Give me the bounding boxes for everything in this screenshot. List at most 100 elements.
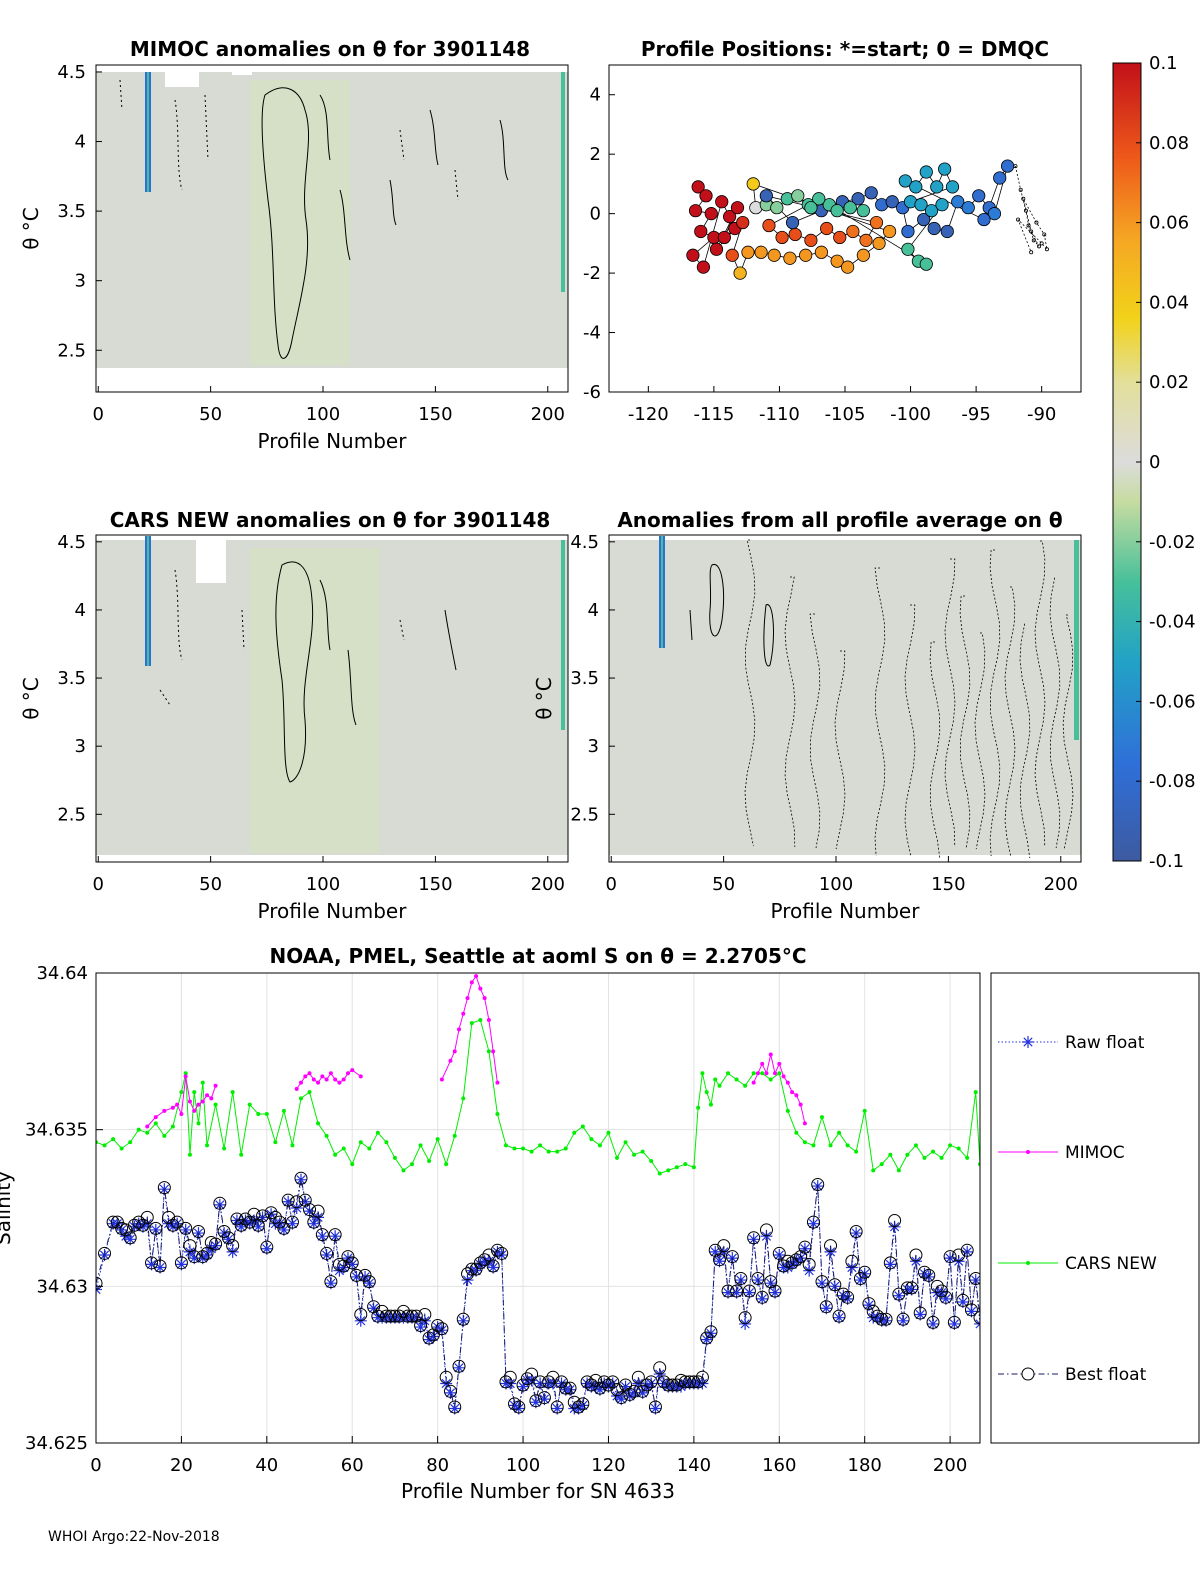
best-float-point [858, 1265, 872, 1279]
cars-new-point [427, 1159, 432, 1163]
profile-position-point [830, 204, 844, 218]
mimoc-contour [319, 94, 509, 261]
colorbar: 0.1 0.08 0.06 0.04 0.02 0 -0.02 -0.04 -0.06 -0.08… [1112, 53, 1196, 872]
cars-title: CARS NEW anomalies on θ for 3901148 [110, 508, 551, 532]
cars-new-point [696, 1105, 701, 1110]
y-tick-label: -2 [583, 263, 601, 284]
x-tick-label: 200 [531, 404, 565, 425]
raw-float-point [743, 1286, 756, 1299]
best-float-point [559, 1381, 573, 1395]
salinity-xlabel: Profile Number for SN 4633 [401, 1479, 675, 1503]
cars-new-point [503, 1143, 508, 1148]
cars-new-point [145, 1130, 150, 1135]
raw-float-point [517, 1380, 530, 1393]
best-float-point [187, 1250, 201, 1264]
dmqc-point [1031, 238, 1036, 243]
x-tick-label: 60 [341, 1455, 364, 1476]
profile-position-point [783, 251, 797, 265]
cars-new-point [367, 1146, 372, 1151]
raw-float-point [171, 1217, 184, 1230]
best-float-point [213, 1196, 227, 1210]
best-float-point [256, 1209, 270, 1223]
profile-position-point [715, 195, 729, 209]
cars-new-point [734, 1077, 739, 1082]
raw-float-point [529, 1396, 542, 1409]
best-float-point [396, 1304, 410, 1318]
raw-float-point [628, 1386, 641, 1399]
mimoc-point [474, 974, 479, 979]
cars-new-point [657, 1171, 662, 1176]
cars-new-point [649, 1159, 654, 1163]
mimoc-point [345, 1071, 350, 1076]
legend-label-raw-float: Raw float [1065, 1033, 1145, 1053]
raw-float-point [794, 1252, 807, 1265]
cars-new-point [469, 1021, 474, 1026]
profile-position-point [843, 201, 857, 215]
profile-position-point [820, 221, 834, 236]
best-float-point [597, 1375, 611, 1389]
best-float-point [755, 1290, 769, 1304]
raw-float-point [918, 1267, 931, 1280]
cars-new-point [247, 1102, 252, 1107]
raw-float-point [470, 1264, 483, 1277]
dmqc-point [1034, 220, 1039, 225]
allavg-title: Anomalies from all profile average on θ [617, 508, 1062, 532]
cars-new-point [128, 1140, 133, 1145]
cars-new-point [341, 1146, 346, 1151]
profile-position-point [917, 212, 931, 227]
raw-float-point [307, 1217, 320, 1230]
profile-position-point [804, 201, 818, 215]
y-tick-label: 3.5 [570, 668, 599, 689]
best-float-point [456, 1312, 470, 1326]
best-float-point [606, 1375, 620, 1389]
best-float-point [905, 1281, 919, 1295]
y-tick-label: 2.5 [570, 804, 599, 825]
legend-mimoc-marker [1026, 1150, 1030, 1154]
cars-new-point [871, 1168, 876, 1173]
raw-float-point [427, 1330, 440, 1343]
best-float-point [866, 1304, 880, 1318]
best-float-point [537, 1391, 551, 1405]
cars-new-point [192, 1090, 197, 1095]
colorbar-tick-label: 0.08 [1149, 133, 1189, 154]
cars-new-point [845, 1143, 850, 1148]
best-float-point [405, 1309, 419, 1323]
panel-salinity: NOAA, PMEL, Seattle at aoml S on θ = 2.2… [0, 944, 1200, 1503]
best-float-point [414, 1319, 428, 1332]
best-float-point [354, 1308, 368, 1322]
mimoc-gap [232, 65, 252, 75]
cars-new-point [700, 1071, 705, 1076]
y-tick-label: 4.5 [57, 62, 86, 83]
legend-raw-marker [1022, 1036, 1034, 1048]
cars-new-point [691, 1165, 696, 1170]
raw-float-point [709, 1245, 722, 1258]
y-axis-label: θ °C [19, 677, 43, 720]
best-float-point [145, 1256, 159, 1270]
cars-new-point [187, 1152, 192, 1157]
allavg-axes: 0 50 100 150 200 2.5 3 3.5 4 4.5 Profile Number θ °… [532, 532, 1078, 923]
mimoc-point [802, 1121, 807, 1126]
best-float-point [285, 1215, 299, 1229]
cars-new-point [307, 1090, 312, 1095]
x-axis-label: Profile Number [771, 899, 921, 923]
best-float-point [785, 1256, 799, 1270]
y-tick-label: 34.64 [36, 963, 88, 984]
raw-float-point [897, 1314, 910, 1327]
cars-new-point [102, 1143, 107, 1148]
mimoc-point [350, 1068, 355, 1073]
cars-new-point [392, 1155, 397, 1160]
cars-anomaly-stripe [561, 540, 565, 730]
cars-new-point [811, 1143, 816, 1148]
profile-position-point [759, 189, 773, 203]
raw-float-point [619, 1380, 632, 1393]
mimoc-point [145, 1124, 150, 1129]
raw-float-point [337, 1261, 350, 1274]
cars-new-point [529, 1149, 534, 1154]
best-float-point [670, 1378, 684, 1392]
best-float-point [943, 1250, 957, 1264]
dmqc-point [1023, 208, 1028, 213]
x-tick-label: -95 [961, 404, 990, 425]
raw-float-point [927, 1317, 940, 1330]
cars-new-point [410, 1162, 415, 1167]
profile-position-point [775, 230, 789, 245]
